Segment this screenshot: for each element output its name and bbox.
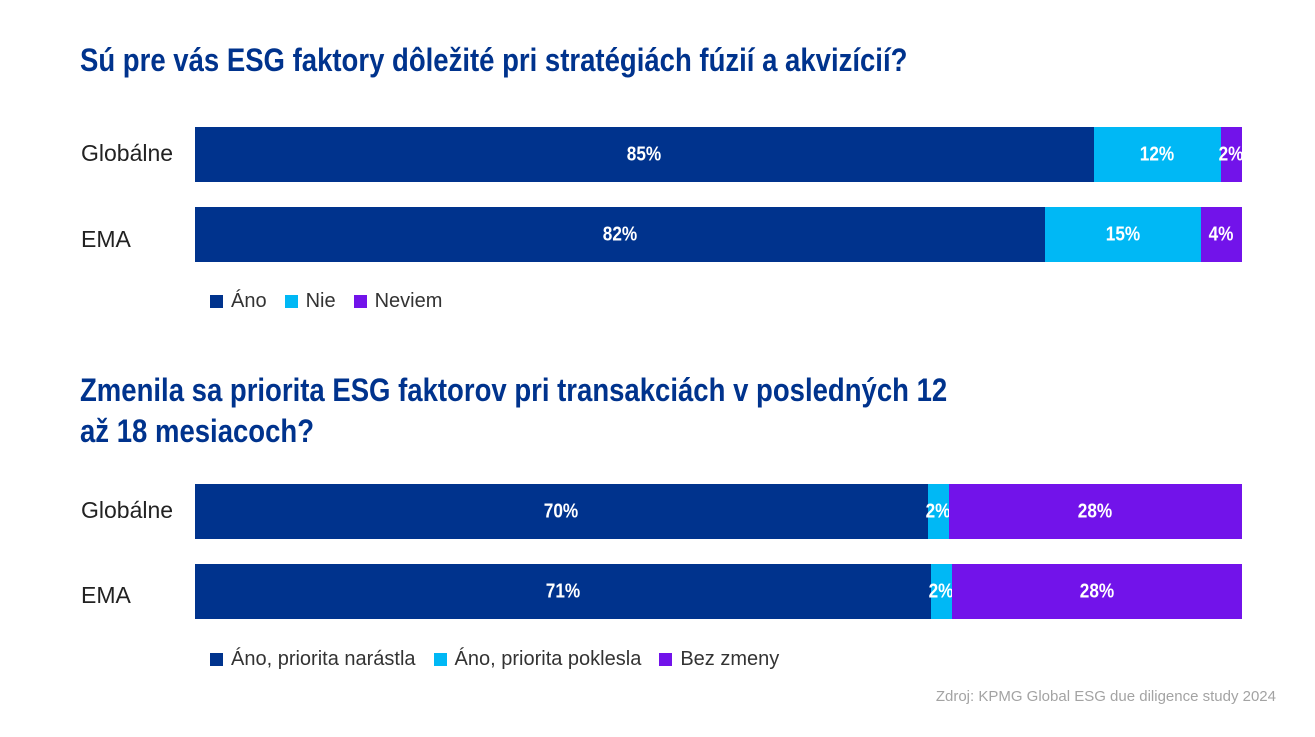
bar-segment-2 xyxy=(1045,207,1201,262)
legend-label: Neviem xyxy=(374,290,443,312)
legend-item: Áno, priorita poklesla xyxy=(433,648,642,671)
chart-2-row-label-1: EMA xyxy=(81,582,131,608)
chart-1-bar-row-1: 82% 15% 4% xyxy=(195,207,1242,262)
bar-segment-3 xyxy=(951,564,1242,619)
data-label: 15% xyxy=(1105,223,1140,245)
bar-segment-1 xyxy=(195,484,928,539)
legend-swatch xyxy=(284,295,298,308)
bar-segment-1 xyxy=(195,207,1046,262)
legend-swatch xyxy=(210,295,223,308)
data-label: 28% xyxy=(1078,500,1113,522)
data-label: 82% xyxy=(602,223,638,245)
data-label: 4% xyxy=(1208,223,1234,245)
legend-swatch xyxy=(659,653,673,666)
bar-segment-2 xyxy=(1093,127,1221,182)
legend-item: Nie xyxy=(284,290,336,313)
data-label: 2% xyxy=(928,580,954,602)
legend-item: Neviem xyxy=(353,290,443,313)
chart-1-row-label-1: EMA xyxy=(81,226,131,252)
data-label: 28% xyxy=(1079,580,1115,602)
data-label: 2% xyxy=(1218,143,1244,165)
legend-swatch xyxy=(210,653,223,666)
legend-item: Áno xyxy=(210,290,267,313)
legend-label: Bez zmeny xyxy=(680,648,780,670)
chart-2-title-text: Zmenila sa priorita ESG faktorov pri tra… xyxy=(80,372,948,449)
data-label: 2% xyxy=(925,500,951,522)
chart-2-title: Zmenila sa priorita ESG faktorov pri tra… xyxy=(80,370,947,452)
data-label: 12% xyxy=(1140,143,1175,165)
legend-item: Bez zmeny xyxy=(659,648,779,671)
chart-1-row-label-0: Globálne xyxy=(81,140,174,166)
bar-segment-1 xyxy=(195,564,931,619)
bar-segment-3 xyxy=(1200,207,1242,262)
legend-label: Nie xyxy=(305,290,336,312)
bar-segment-3 xyxy=(1220,127,1242,182)
source-note: Zdroj: KPMG Global ESG due diligence stu… xyxy=(935,688,1276,705)
chart-2-bar-row-0: 70% 2% 28% xyxy=(195,484,1242,539)
bar-segment-2 xyxy=(927,484,949,539)
legend-swatch xyxy=(433,653,447,666)
chart-2-row-label-0: Globálne xyxy=(81,497,174,523)
data-label: 85% xyxy=(627,143,662,165)
bar-segment-3 xyxy=(948,484,1242,539)
legend-item: Áno, priorita narástla xyxy=(210,648,416,671)
legend-label: Áno, priorita poklesla xyxy=(454,648,642,670)
bar-segment-2 xyxy=(931,564,952,619)
legend-label: Áno xyxy=(231,290,267,312)
chart-2-bar-row-1: 71% 2% 28% xyxy=(195,564,1242,619)
data-label: 71% xyxy=(545,580,581,602)
legend-label: Áno, priorita narástla xyxy=(231,648,416,670)
legend-swatch xyxy=(353,295,367,308)
chart-2-legend: Áno, priorita narástla Áno, priorita pokl… xyxy=(210,648,797,671)
data-label: 70% xyxy=(544,500,579,522)
chart-1-title: Sú pre vás ESG faktory dôležité pri stra… xyxy=(80,42,908,78)
chart-1-legend: Áno Nie Neviem xyxy=(210,290,460,313)
bar-segment-1 xyxy=(195,127,1094,182)
chart-1-bar-row-0: 85% 12% 2% xyxy=(195,127,1244,182)
